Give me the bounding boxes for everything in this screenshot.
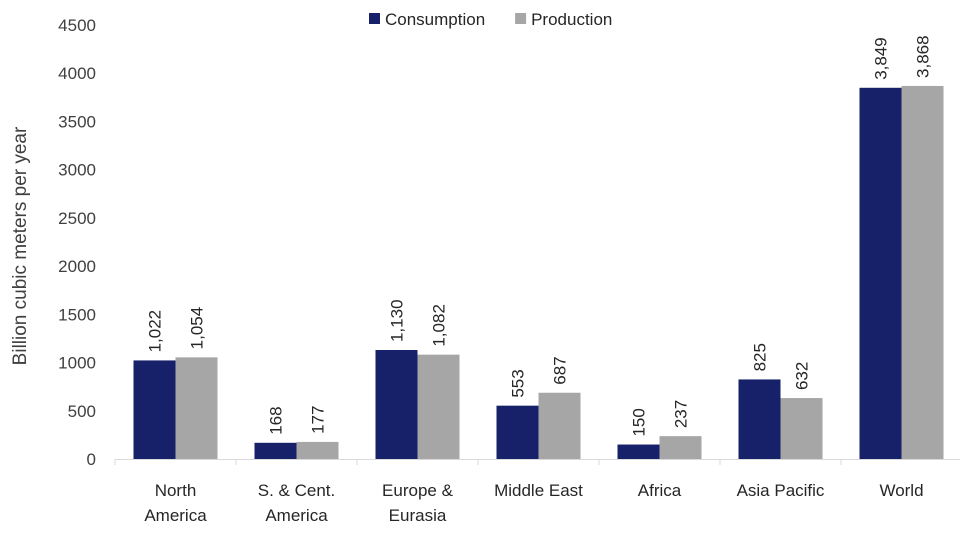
data-label: 1,054 — [188, 307, 207, 350]
bar-consumption-2 — [375, 350, 418, 459]
legend-label-consumption: Consumption — [385, 10, 485, 29]
bars — [133, 85, 944, 460]
bar-production-3 — [538, 392, 581, 459]
bar-consumption-5 — [738, 379, 781, 459]
data-label: 632 — [793, 362, 812, 390]
data-label: 1,082 — [430, 304, 449, 347]
y-tick-label: 1000 — [58, 354, 96, 373]
y-tick-label: 4500 — [58, 16, 96, 35]
data-label: 3,849 — [872, 37, 891, 80]
x-axis-ticks — [114, 459, 842, 465]
bar-consumption-4 — [617, 444, 660, 459]
y-axis-title: Billion cubic meters per year — [10, 126, 31, 365]
y-tick-label: 3500 — [58, 112, 96, 131]
bar-consumption-1 — [254, 442, 297, 459]
data-labels: 1,022 1,054 168 177 1,130 1,082 553 687 150 237 82… — [146, 35, 933, 436]
data-label: 1,022 — [146, 310, 165, 353]
data-label: 687 — [551, 356, 570, 384]
bar-production-5 — [780, 398, 823, 459]
x-tick-label: Middle East — [494, 481, 583, 500]
x-tick-label: North America — [144, 481, 207, 525]
data-label: 553 — [509, 369, 528, 397]
y-tick-label: 2000 — [58, 257, 96, 276]
y-tick-label: 4000 — [58, 64, 96, 83]
data-label: 3,868 — [914, 35, 933, 78]
legend: Consumption Production — [369, 10, 612, 29]
y-tick-label: 3000 — [58, 161, 96, 180]
x-tick-label: Africa — [638, 481, 682, 500]
bar-consumption-3 — [496, 405, 539, 459]
legend-swatch-production — [515, 13, 527, 24]
data-label: 237 — [672, 400, 691, 428]
legend-label-production: Production — [531, 10, 612, 29]
y-axis: 0 500 1000 1500 2000 2500 3000 3500 4000 4500 — [58, 16, 96, 469]
x-tick-label: World — [879, 481, 923, 500]
x-axis: North America S. & Cent. America Europe & Eur… — [144, 481, 923, 525]
bar-production-2 — [417, 354, 460, 459]
data-label: 168 — [267, 406, 286, 434]
x-tick-label: Europe & Eurasia — [382, 481, 454, 525]
bar-production-4 — [659, 436, 702, 459]
data-label: 177 — [309, 406, 328, 434]
bar-consumption-6 — [859, 87, 902, 459]
data-label: 1,130 — [388, 299, 407, 342]
legend-swatch-consumption — [369, 13, 380, 24]
y-tick-label: 2500 — [58, 209, 96, 228]
data-label: 825 — [751, 343, 770, 371]
y-tick-label: 0 — [87, 450, 96, 469]
x-tick-label: S. & Cent. America — [258, 481, 335, 525]
data-label: 150 — [630, 408, 649, 436]
bar-production-6 — [901, 85, 944, 460]
x-tick-label: Asia Pacific — [737, 481, 825, 500]
y-tick-label: 1500 — [58, 305, 96, 324]
y-tick-label: 500 — [68, 402, 96, 421]
bar-production-1 — [296, 441, 339, 459]
bar-consumption-0 — [133, 360, 176, 459]
bar-production-0 — [175, 357, 218, 459]
